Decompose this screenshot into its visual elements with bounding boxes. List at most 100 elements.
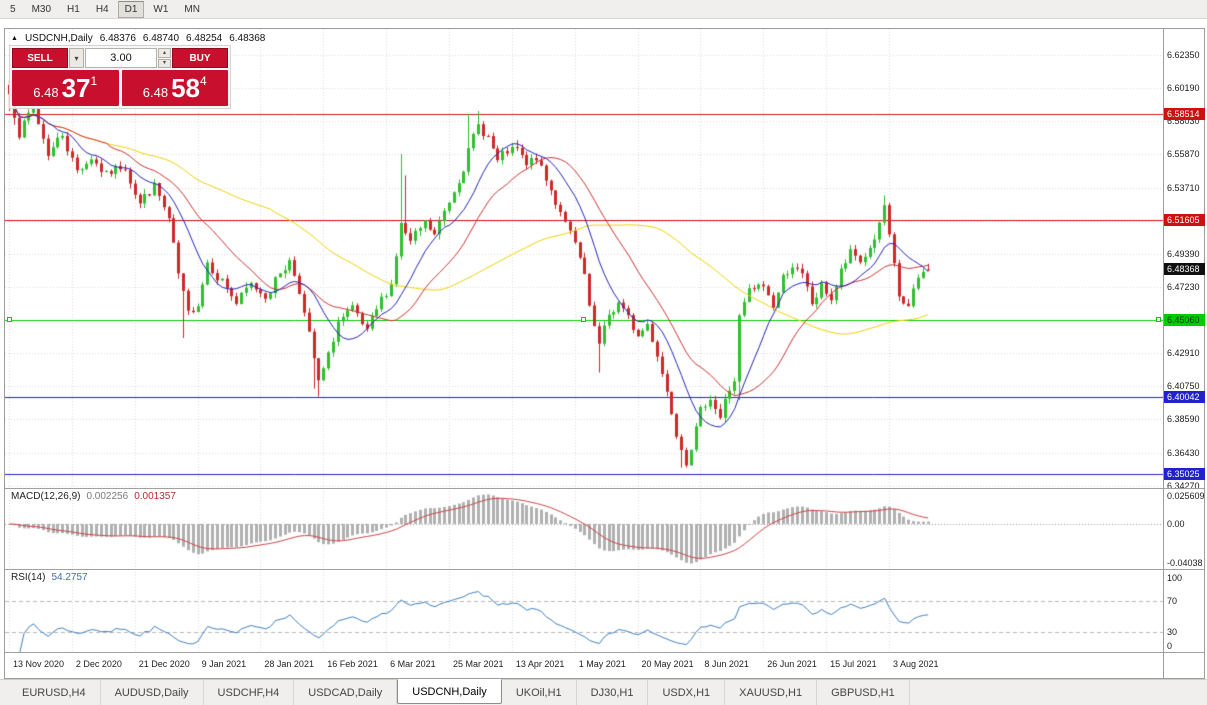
date-label: 2 Dec 2020	[75, 659, 122, 669]
rsi-axis-label: 70	[1167, 596, 1178, 607]
volume-dropdown-button[interactable]: ▾	[69, 48, 84, 68]
timeframe-button-5[interactable]: 5	[10, 3, 16, 15]
arrow-up-icon: ▴	[162, 49, 166, 56]
sell-button[interactable]: SELL	[12, 48, 68, 68]
timeframe-button-h4[interactable]: H4	[95, 3, 109, 15]
hline-price-badge: 6.45060	[1164, 314, 1205, 327]
buy-button[interactable]: BUY	[172, 48, 228, 68]
timeframe-button-m30[interactable]: M30	[31, 3, 52, 15]
rsi-axis-label: 0	[1167, 641, 1173, 651]
hline-price-badge: 6.40042	[1164, 391, 1205, 404]
buy-price-display[interactable]: 6.48 58 4	[121, 70, 228, 106]
rsi-axis-label: 100	[1167, 572, 1183, 583]
timeframe-button-h1[interactable]: H1	[67, 3, 80, 15]
buy-price-prefix: 6.48	[142, 85, 169, 100]
rsi-value: 54.2757	[51, 572, 88, 583]
price-tick-label: 6.55870	[1167, 149, 1200, 160]
volume-input[interactable]	[85, 48, 157, 68]
buy-price-pips: 58	[171, 73, 201, 103]
timeframe-button-d1[interactable]: D1	[117, 0, 145, 18]
rsi-name: RSI(14)	[11, 572, 46, 583]
buy-price-point: 4	[200, 74, 207, 88]
price-tick-label: 6.60190	[1167, 83, 1200, 94]
volume-decrease-button[interactable]: ▾	[158, 58, 171, 68]
price-chart-canvas[interactable]	[5, 29, 1163, 653]
hline-price-badge: 6.51605	[1164, 213, 1205, 226]
chart-window: 6.623506.601906.580306.558706.537106.515…	[4, 28, 1205, 679]
chart-symbol-period: USDCNH,Daily	[24, 33, 93, 44]
price-tick-label: 6.42910	[1167, 348, 1200, 359]
chevron-down-icon: ▾	[74, 53, 79, 63]
timeframe-button-w1[interactable]: W1	[153, 3, 169, 15]
date-label: 9 Jan 2021	[201, 659, 247, 669]
rsi-axis-label: 30	[1167, 627, 1178, 638]
macd-panel-separator[interactable]	[5, 488, 1204, 489]
chart-tabs-bar: EURUSD,H4 AUDUSD,Daily USDCHF,H4 USDCAD,Dai…	[0, 679, 1207, 705]
sell-price-pips: 37	[61, 73, 91, 103]
date-label: 15 Jul 2021	[830, 659, 877, 669]
date-label: 3 Aug 2021	[892, 659, 939, 669]
time-axis: 13 Nov 2020 2 Dec 2020 21 Dec 2020 9 Jan 20…	[5, 653, 1163, 678]
time-axis-separator	[5, 652, 1204, 653]
timeframe-toolbar: 5 M30 H1 H4 D1 W1 MN	[0, 0, 1207, 19]
chart-tab-usdchf-h4[interactable]: USDCHF,H4	[204, 680, 295, 705]
chart-tab-usdcnh-daily[interactable]: USDCNH,Daily	[397, 679, 502, 704]
macd-indicator-label: MACD(12,26,9) 0.002256 0.001357	[11, 491, 176, 502]
date-label: 13 Apr 2021	[515, 659, 565, 669]
date-label: 28 Jan 2021	[264, 659, 314, 669]
ohlc-open: 6.48376	[99, 33, 136, 44]
hline-price-badge: 6.35025	[1164, 468, 1205, 481]
current-price-badge: 6.48368	[1164, 263, 1205, 276]
chart-tab-xauusd-h1[interactable]: XAUUSD,H1	[725, 680, 818, 705]
macd-name: MACD(12,26,9)	[11, 491, 81, 502]
macd-signal-value: 0.001357	[134, 491, 176, 502]
chart-info-line: ▲ USDCNH,Daily 6.48376 6.48740 6.48254 6…	[11, 33, 265, 44]
date-label: 25 Mar 2021	[452, 659, 504, 669]
price-tick-label: 6.40750	[1167, 381, 1200, 392]
price-axis: 6.623506.601906.580306.558706.537106.515…	[1163, 29, 1205, 678]
price-tick-label: 6.34270	[1167, 480, 1200, 491]
date-label: 21 Dec 2020	[138, 659, 190, 669]
date-label: 16 Feb 2021	[327, 659, 378, 669]
chart-tab-usdcad-daily[interactable]: USDCAD,Daily	[294, 680, 398, 705]
ohlc-low: 6.48254	[186, 33, 223, 44]
macd-axis-label: 0.025609	[1167, 491, 1205, 501]
sell-price-display[interactable]: 6.48 37 1	[12, 70, 119, 106]
chart-tab-gbpusd-h1[interactable]: GBPUSD,H1	[817, 680, 910, 705]
chart-tab-ukoil-h1[interactable]: UKOil,H1	[502, 680, 577, 705]
timeframe-button-mn[interactable]: MN	[184, 3, 200, 15]
chart-tab-usdx-h1[interactable]: USDX,H1	[648, 680, 726, 705]
price-tick-label: 6.58030	[1167, 116, 1200, 127]
date-label: 8 Jun 2021	[704, 659, 749, 669]
price-tick-label: 6.47230	[1167, 281, 1200, 292]
date-label: 1 May 2021	[578, 659, 626, 669]
rsi-indicator-label: RSI(14) 54.2757	[11, 572, 88, 583]
rsi-panel-separator[interactable]	[5, 569, 1204, 570]
date-label: 13 Nov 2020	[13, 659, 65, 669]
price-tick-label: 6.62350	[1167, 50, 1200, 61]
chart-tab-audusd-daily[interactable]: AUDUSD,Daily	[101, 680, 204, 705]
volume-stepper: ▴ ▾	[158, 48, 171, 68]
sell-price-point: 1	[90, 74, 98, 88]
date-label: 26 Jun 2021	[767, 659, 817, 669]
ohlc-close: 6.48368	[229, 33, 266, 44]
arrow-down-icon: ▾	[162, 60, 166, 67]
hline-price-badge: 6.58514	[1164, 107, 1205, 120]
one-click-trading-panel: SELL ▾ ▴ ▾ BUY 6.48 37 1 6.48	[9, 45, 231, 109]
price-tick-label: 6.38590	[1167, 414, 1200, 425]
chart-symbol-icon: ▲	[11, 35, 18, 42]
sell-price-prefix: 6.48	[33, 85, 59, 100]
volume-increase-button[interactable]: ▴	[158, 48, 171, 58]
macd-axis-label: -0.04038	[1167, 558, 1203, 568]
date-label: 6 Mar 2021	[390, 659, 436, 669]
price-tick-label: 6.36430	[1167, 447, 1200, 458]
chart-tab-eurusd-h4[interactable]: EURUSD,H4	[8, 680, 101, 705]
price-tick-label: 6.49390	[1167, 248, 1200, 259]
date-label: 20 May 2021	[641, 659, 694, 669]
chart-tab-dj30-h1[interactable]: DJ30,H1	[577, 680, 649, 705]
ohlc-high: 6.48740	[142, 33, 180, 44]
macd-main-value: 0.002256	[86, 491, 129, 502]
macd-axis-label: 0.00	[1167, 518, 1185, 529]
price-tick-label: 6.53710	[1167, 182, 1200, 193]
